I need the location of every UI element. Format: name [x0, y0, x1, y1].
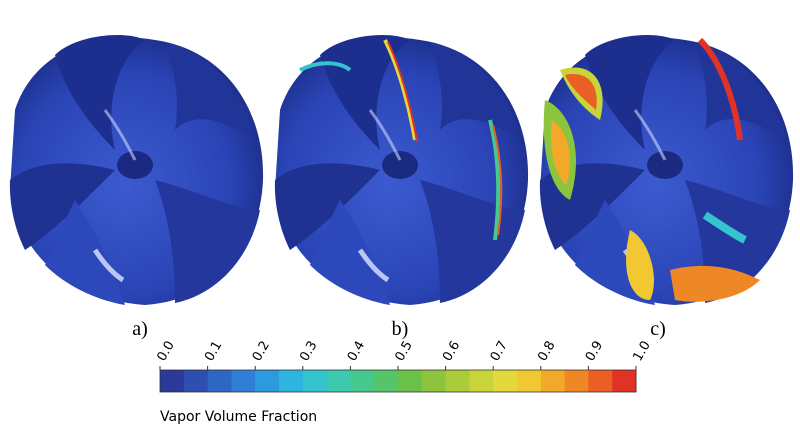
- color-segment: [160, 370, 185, 392]
- panel-label: a): [132, 318, 148, 340]
- tick-label: 0.1: [202, 339, 225, 364]
- tick-label: 0.0: [154, 339, 177, 364]
- color-segment: [350, 370, 375, 392]
- color-segment: [493, 370, 518, 392]
- panel-label: c): [650, 318, 666, 340]
- color-segment: [517, 370, 542, 392]
- color-segment: [279, 370, 304, 392]
- colorbar-label: Vapor Volume Fraction: [160, 409, 317, 425]
- color-segment: [255, 370, 280, 392]
- color-segment: [183, 370, 209, 392]
- colorbar: 0.0 0.1 0.2 0.3 0.4 0.5 0.6 0.7 0.8 0.9 1.0: [154, 339, 654, 393]
- impeller-a: [10, 35, 263, 305]
- color-segment: [588, 370, 613, 392]
- tick-label: 0.2: [250, 339, 273, 364]
- color-segment: [421, 370, 447, 392]
- color-segment: [302, 370, 328, 392]
- tick-label: 0.3: [297, 339, 320, 364]
- tick-label: 1.0: [630, 339, 653, 364]
- color-segment: [326, 370, 351, 392]
- cavitation-b: [299, 39, 503, 241]
- color-segment: [207, 370, 232, 392]
- tick-label: 0.9: [583, 339, 606, 364]
- tick-label: 0.6: [440, 339, 463, 364]
- color-segment: [540, 370, 566, 392]
- color-segment: [374, 370, 399, 392]
- color-segment: [445, 370, 470, 392]
- tick-label: 0.7: [488, 339, 511, 364]
- tick-label: 0.4: [345, 339, 368, 364]
- tick-label: 0.8: [535, 339, 558, 364]
- color-segment: [564, 370, 589, 392]
- color-segment: [612, 370, 637, 392]
- color-segment: [469, 370, 494, 392]
- cavitation-c: [543, 37, 760, 302]
- tick-label: 0.5: [392, 339, 415, 364]
- color-segment: [231, 370, 256, 392]
- color-segment: [398, 370, 423, 392]
- panel-label: b): [392, 318, 409, 340]
